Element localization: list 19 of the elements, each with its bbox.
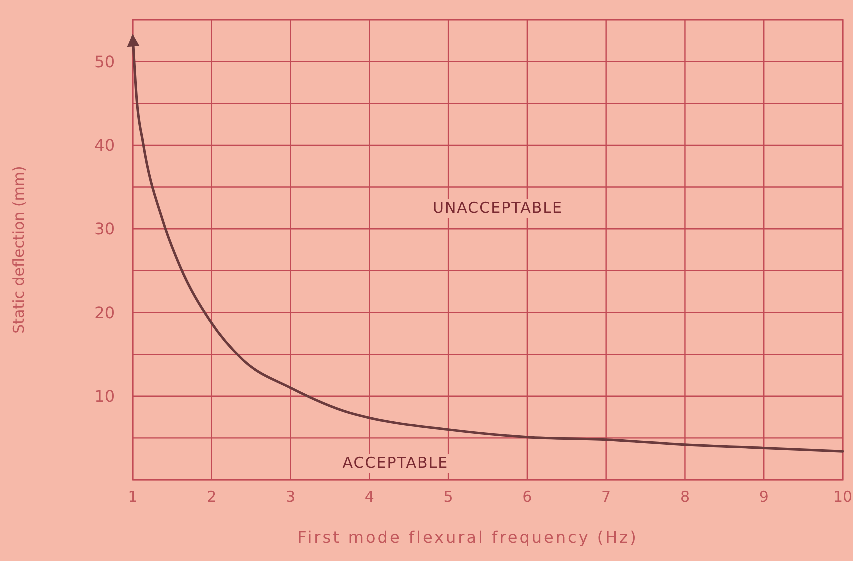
- y-axis-title: Static deflection (mm): [10, 166, 28, 334]
- y-tick-label: 30: [94, 220, 115, 239]
- y-tick-label: 10: [94, 386, 115, 406]
- y-tick-label: 50: [94, 52, 115, 72]
- y-tick-label: 20: [94, 303, 115, 322]
- x-tick-label: 1: [128, 488, 138, 506]
- x-tick-label: 3: [286, 488, 296, 506]
- x-tick-label: 5: [444, 488, 454, 506]
- x-tick-label: 4: [364, 488, 374, 506]
- x-tick-label: 10: [833, 488, 853, 506]
- x-axis-title: First mode flexural frequency (Hz): [298, 528, 638, 547]
- x-tick-label: 7: [602, 488, 612, 506]
- x-tick-label: 2: [207, 488, 217, 506]
- x-tick-label: 8: [680, 488, 690, 506]
- x-tick-label: 6: [522, 488, 532, 506]
- x-tick-label: 9: [759, 488, 769, 506]
- annotation: ACCEPTABLE: [342, 454, 449, 472]
- y-tick-label: 40: [94, 136, 115, 156]
- annotation: UNACCEPTABLE: [432, 199, 564, 218]
